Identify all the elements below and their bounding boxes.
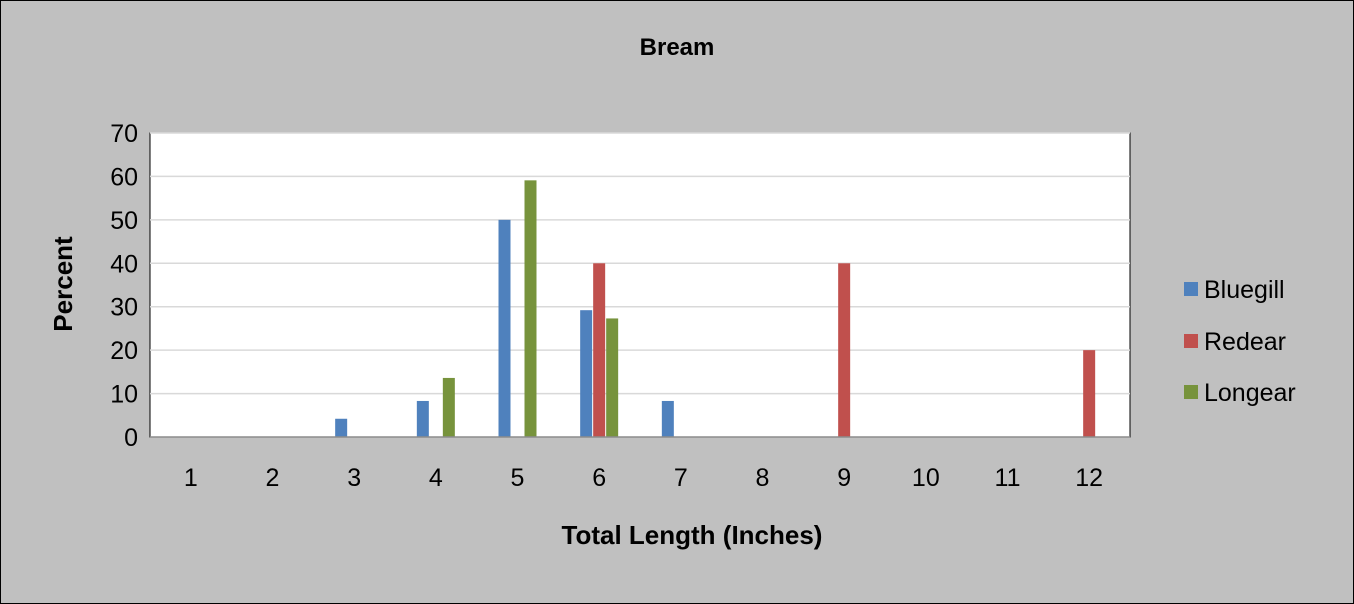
legend-label-bluegill: Bluegill xyxy=(1204,276,1285,304)
legend-label-redear: Redear xyxy=(1204,328,1286,356)
bar-longear-6 xyxy=(606,318,619,437)
y-tick-label: 40 xyxy=(110,250,138,278)
bar-bluegill-4 xyxy=(416,400,429,437)
x-tick-label: 3 xyxy=(347,464,361,492)
bars xyxy=(335,180,1096,437)
x-tick-label: 1 xyxy=(184,464,198,492)
y-tick-label: 60 xyxy=(110,163,138,191)
bar-redear-6 xyxy=(593,263,606,437)
bar-redear-9 xyxy=(838,263,851,437)
bar-redear-12 xyxy=(1083,350,1096,437)
x-tick-label: 2 xyxy=(266,464,280,492)
x-tick-label: 6 xyxy=(592,464,606,492)
y-tick-label: 50 xyxy=(110,207,138,235)
legend-label-longear: Longear xyxy=(1204,379,1296,407)
x-tick-label: 10 xyxy=(912,464,940,492)
y-axis-title: Percent xyxy=(48,236,78,332)
plot-area xyxy=(149,132,1131,438)
y-tick-label: 20 xyxy=(110,337,138,365)
legend-swatch-longear xyxy=(1184,385,1198,399)
x-tick-label: 9 xyxy=(837,464,851,492)
y-tick-labels: 0 10 20 30 40 50 60 70 xyxy=(110,120,138,452)
bar-bluegill-3 xyxy=(335,418,348,437)
bar-bluegill-6 xyxy=(580,310,593,437)
legend: Bluegill Redear Longear xyxy=(1184,276,1296,407)
bar-longear-4 xyxy=(442,377,455,437)
x-tick-label: 5 xyxy=(511,464,525,492)
x-tick-label: 7 xyxy=(674,464,688,492)
x-tick-labels: 1 2 3 4 5 6 7 8 9 10 11 12 xyxy=(184,464,1103,492)
bar-bluegill-7 xyxy=(661,400,674,437)
chart-title: Bream xyxy=(640,34,715,61)
bar-longear-5 xyxy=(524,180,537,437)
bar-bluegill-5 xyxy=(498,219,511,437)
y-tick-label: 0 xyxy=(124,424,138,452)
x-tick-label: 4 xyxy=(429,464,443,492)
x-tick-label: 11 xyxy=(995,464,1021,492)
legend-swatch-bluegill xyxy=(1184,282,1198,296)
x-tick-label: 12 xyxy=(1075,464,1103,492)
y-tick-label: 10 xyxy=(110,381,138,409)
x-tick-label: 8 xyxy=(756,464,770,492)
y-tick-label: 30 xyxy=(110,294,138,322)
y-tick-label: 70 xyxy=(110,120,138,148)
gridlines xyxy=(150,132,1130,395)
legend-swatch-redear xyxy=(1184,334,1198,348)
x-axis-title: Total Length (Inches) xyxy=(562,520,823,550)
